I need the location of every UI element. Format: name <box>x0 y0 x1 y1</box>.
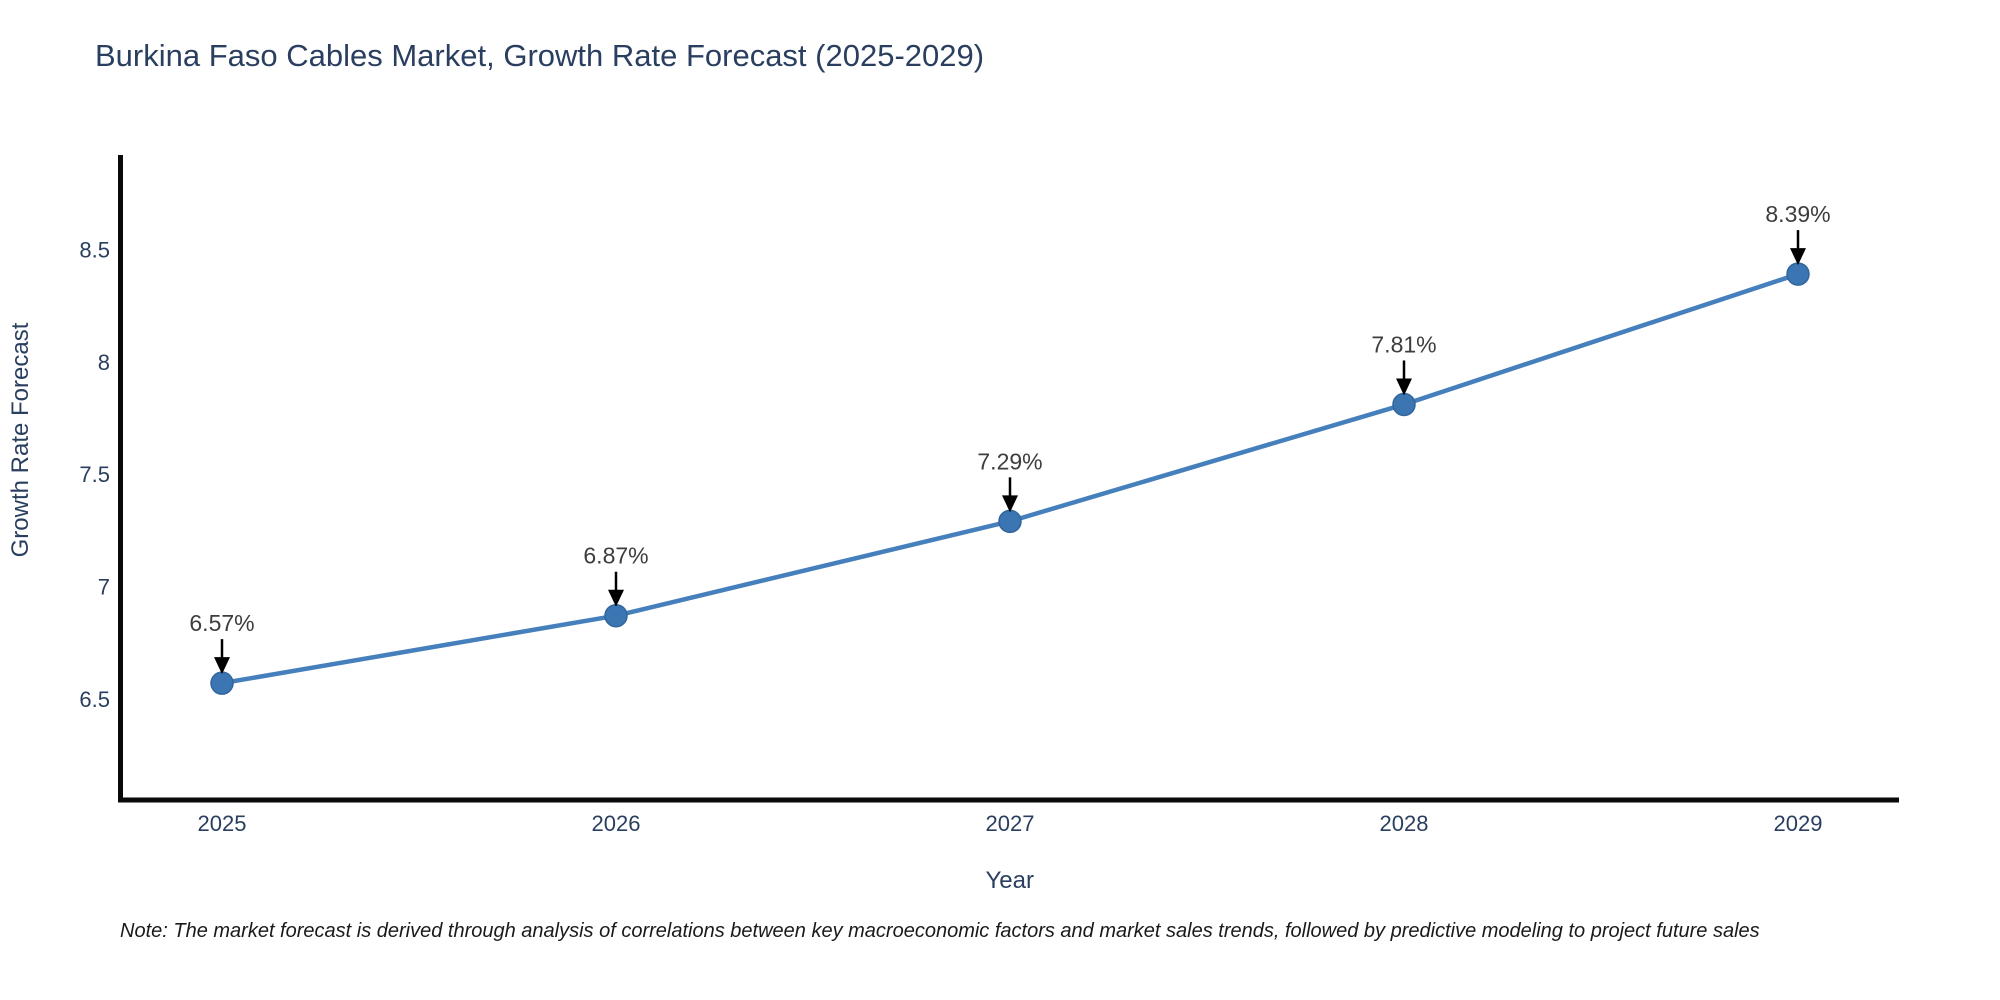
x-tick-label: 2028 <box>1380 811 1429 836</box>
data-point-label: 7.29% <box>977 448 1042 474</box>
y-tick-label: 8 <box>98 350 110 375</box>
data-point-marker <box>210 671 234 695</box>
data-point-marker <box>1392 392 1416 417</box>
y-tick-label: 7 <box>98 574 110 599</box>
footnote: Note: The market forecast is derived thr… <box>120 920 1760 942</box>
y-tick-label: 6.5 <box>79 687 110 712</box>
data-point-marker <box>604 603 628 628</box>
data-point-label: 6.57% <box>189 610 254 636</box>
x-tick-label: 2026 <box>592 811 641 836</box>
data-point-label: 6.87% <box>583 543 648 569</box>
x-tick-label: 2027 <box>986 811 1035 836</box>
y-axis-title: Growth Rate Forecast <box>7 322 34 557</box>
annotation-arrowhead-icon <box>1790 248 1806 266</box>
x-tick-label: 2029 <box>1774 811 1823 836</box>
data-point-label: 8.39% <box>1765 201 1830 227</box>
chart-title: Burkina Faso Cables Market, Growth Rate … <box>95 38 985 73</box>
x-tick-label: 2025 <box>198 811 247 836</box>
annotation-arrowhead-icon <box>214 657 230 675</box>
data-point-marker <box>1786 262 1810 286</box>
annotation-arrowhead-icon <box>1002 495 1018 513</box>
y-tick-label: 8.5 <box>79 237 110 262</box>
data-point-label: 7.81% <box>1371 331 1436 357</box>
annotation-arrowhead-icon <box>608 589 624 607</box>
y-tick-label: 7.5 <box>79 462 110 487</box>
data-point-marker <box>998 509 1022 534</box>
annotation-arrowhead-icon <box>1396 378 1412 396</box>
x-axis-title: Year <box>986 867 1035 894</box>
